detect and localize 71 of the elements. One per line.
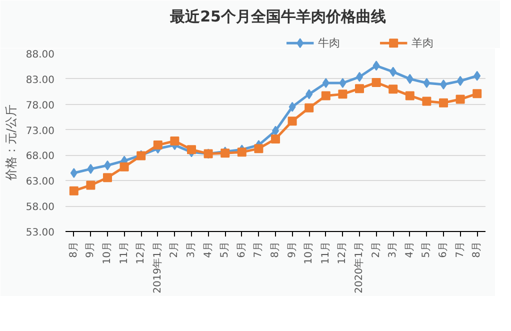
x-tick-label: 8月 <box>68 241 80 258</box>
point <box>372 78 381 87</box>
point <box>153 140 162 150</box>
y-tick-label: 88.00 <box>26 50 55 60</box>
x-tick-label: 10月 <box>102 241 113 264</box>
point <box>120 162 129 172</box>
y-tick-label: 73.00 <box>26 126 55 137</box>
x-tick-label: 7月 <box>253 241 264 258</box>
x-tick-label: 3月 <box>186 241 197 258</box>
point <box>405 91 414 100</box>
point <box>422 96 432 106</box>
x-tick-label: 10月 <box>304 241 315 264</box>
point <box>304 103 314 112</box>
x-tick-label: 11月 <box>320 241 332 264</box>
x-tick-label: 11月 <box>118 241 130 264</box>
y-tick-label: 78.00 <box>26 100 55 112</box>
point <box>472 89 482 98</box>
point <box>388 84 398 94</box>
point <box>390 66 397 77</box>
x-tick-label: 12月 <box>136 241 147 264</box>
point <box>439 98 448 108</box>
point <box>86 180 96 190</box>
y-axis-title: 价格：元/公斤 <box>4 104 18 182</box>
point <box>271 134 280 144</box>
point <box>306 89 313 100</box>
x-tick-label: 8月 <box>270 241 281 258</box>
point <box>321 91 330 100</box>
point <box>170 136 180 146</box>
x-tick-label: 4月 <box>404 241 416 258</box>
point <box>87 164 94 174</box>
point <box>187 145 196 154</box>
x-tick-label: 2月 <box>370 241 382 258</box>
point <box>423 78 430 88</box>
point <box>288 102 296 112</box>
point <box>254 144 264 154</box>
x-tick-label: 8月 <box>472 241 483 258</box>
x-tick-label: 9月 <box>286 241 298 258</box>
x-tick-label: 12月 <box>337 241 348 264</box>
point <box>406 74 414 84</box>
point <box>103 173 112 182</box>
legend-label: 羊肉 <box>411 36 434 50</box>
x-tick-label: 5月 <box>220 241 231 258</box>
point <box>456 94 465 104</box>
x-tick-label: 5月 <box>421 241 432 258</box>
legend-label: 牛肉 <box>318 36 340 50</box>
y-tick-label: 63.00 <box>26 176 55 188</box>
y-tick-label: 68.00 <box>26 151 55 162</box>
x-tick-label: 2019年1月 <box>151 242 164 294</box>
x-tick-label: 6月 <box>438 241 449 258</box>
point <box>237 148 246 157</box>
point <box>474 70 481 81</box>
x-tick-label: 7月 <box>454 241 466 258</box>
point <box>355 84 364 94</box>
y-tick-label: 83.00 <box>26 74 55 86</box>
point <box>322 78 330 88</box>
point <box>69 186 78 196</box>
point <box>339 78 346 88</box>
point <box>288 116 297 126</box>
x-tick-label: 2月 <box>169 241 180 258</box>
x-tick-label: 2020年1月 <box>353 242 365 294</box>
point <box>338 90 348 99</box>
point <box>456 76 464 86</box>
y-tick-label: 53.00 <box>26 228 55 238</box>
point <box>372 60 380 71</box>
x-tick-label: 6月 <box>236 241 248 258</box>
x-tick-label: 4月 <box>202 241 214 258</box>
chart-title: 最近25个月全国牛羊肉价格曲线 <box>169 8 386 26</box>
point <box>70 168 78 178</box>
x-tick-label: 3月 <box>388 241 399 258</box>
y-tick-label: 58.00 <box>26 202 55 214</box>
x-tick-label: 9月 <box>85 241 96 258</box>
